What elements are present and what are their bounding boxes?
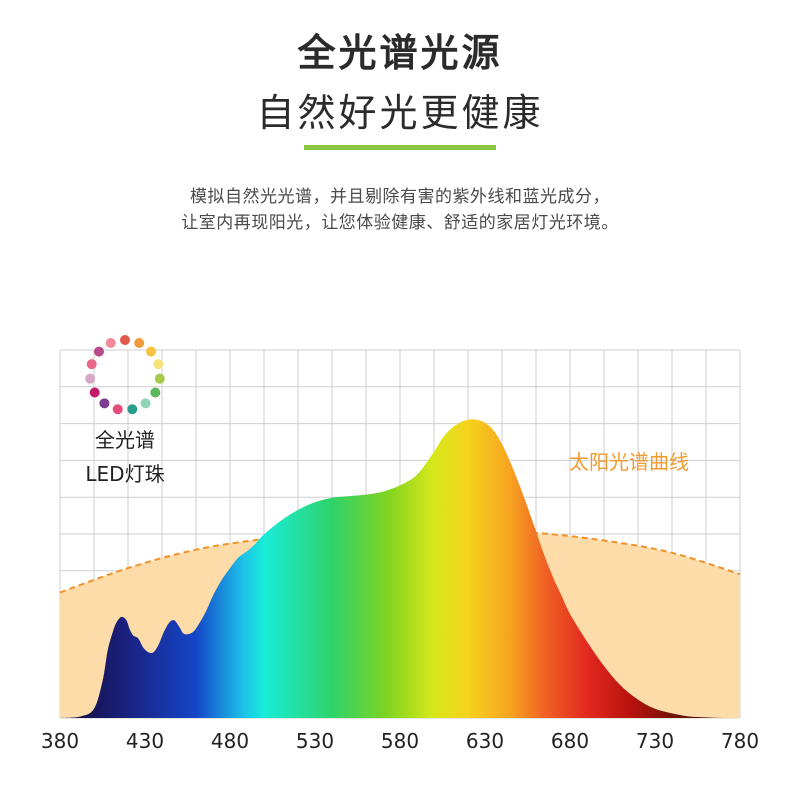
- color-dot: [150, 387, 161, 398]
- color-dot: [134, 338, 145, 349]
- color-dot: [120, 335, 130, 345]
- description-line-1: 模拟自然光光谱，并且剔除有害的紫外线和蓝光成分，: [190, 187, 610, 207]
- page-subtitle: 自然好光更健康: [256, 91, 544, 135]
- color-dot: [140, 398, 151, 409]
- color-dot: [93, 346, 104, 357]
- x-tick-label: 480: [211, 729, 249, 753]
- color-dot: [99, 398, 110, 409]
- led-spectrum-area: [60, 419, 740, 719]
- x-axis: 380 430 480 530 580 630 680 730 780: [41, 729, 759, 753]
- x-tick-label: 530: [296, 729, 334, 753]
- color-dots-ring-icon: [85, 335, 165, 415]
- page-title: 全光谱光源: [297, 31, 503, 75]
- led-label-line-2: LED灯珠: [85, 462, 165, 486]
- x-tick-label: 780: [721, 729, 759, 753]
- led-label-line-1: 全光谱: [95, 428, 155, 452]
- color-dot: [85, 373, 96, 384]
- color-dot: [112, 404, 123, 415]
- color-dot: [105, 338, 116, 349]
- description-line-2: 让室内再现阳光，让您体验健康、舒适的家居灯光环境。: [181, 213, 619, 233]
- x-tick-label: 680: [551, 729, 589, 753]
- color-dot: [154, 373, 165, 384]
- x-tick-label: 630: [466, 729, 504, 753]
- title-underline: [304, 145, 496, 150]
- x-tick-label: 580: [381, 729, 419, 753]
- sun-spectrum-curve: [59, 528, 741, 594]
- color-dot: [127, 404, 138, 415]
- sun-curve-label: 太阳光谱曲线: [569, 450, 689, 474]
- x-tick-label: 430: [126, 729, 164, 753]
- x-tick-label: 730: [636, 729, 674, 753]
- color-dot: [86, 359, 97, 370]
- color-dot: [89, 387, 100, 398]
- color-dot: [146, 346, 157, 357]
- x-tick-label: 380: [41, 729, 79, 753]
- color-dot: [153, 359, 164, 370]
